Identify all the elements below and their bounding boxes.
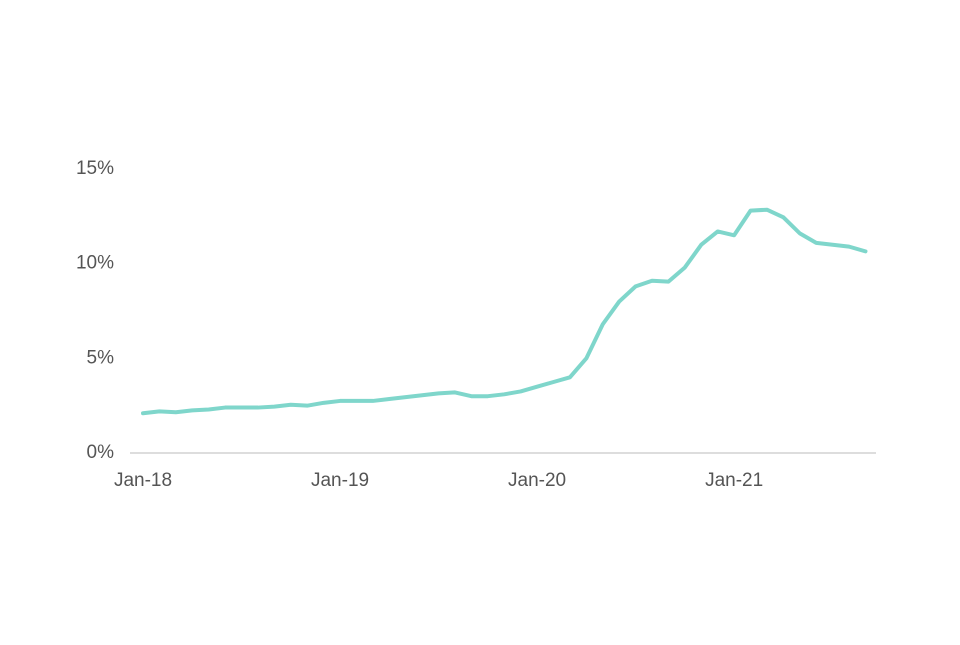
x-tick-label: Jan-18 [114,470,172,491]
y-tick-label: 5% [87,347,115,368]
x-tick-label: Jan-20 [508,470,566,491]
y-tick-label: 0% [87,442,115,463]
y-tick-label: 10% [76,253,114,274]
line [141,207,868,416]
x-tick-label: Jan-21 [705,470,763,491]
y-tick-label: 15% [76,158,114,179]
x-tick-label: Jan-19 [311,470,369,491]
